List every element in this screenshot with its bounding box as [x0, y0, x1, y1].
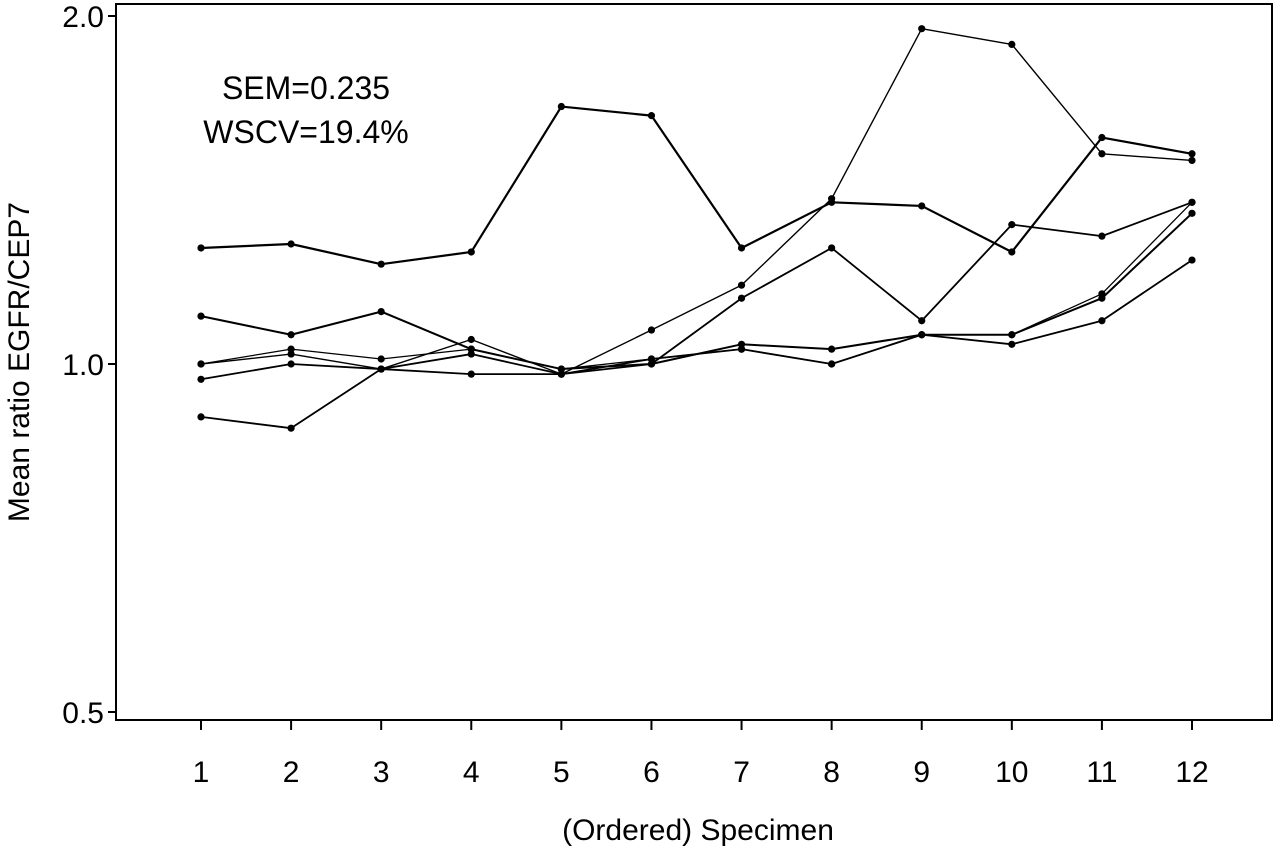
series-5 [197, 198, 1196, 383]
data-point [1008, 248, 1016, 256]
series-1 [197, 102, 1196, 268]
data-point [737, 294, 746, 302]
data-point [377, 355, 385, 363]
data-point [287, 424, 295, 432]
plot-frame [115, 3, 1273, 721]
data-point [918, 317, 926, 325]
data-point [287, 345, 295, 353]
x-tick-label: 11 [1086, 756, 1117, 789]
data-point [377, 308, 385, 316]
data-point [647, 112, 656, 120]
data-point [918, 25, 926, 33]
series-line [200, 201, 1193, 381]
data-point [287, 360, 295, 368]
data-point [557, 370, 565, 378]
y-tick-label: 1.0 [62, 349, 104, 382]
series-6 [197, 198, 1196, 373]
data-point [197, 312, 205, 320]
data-point [557, 365, 565, 373]
x-tick-label: 12 [1175, 756, 1208, 789]
data-point [737, 281, 746, 289]
annotation-wscv: WSCV=19.4% [203, 114, 408, 150]
series-layer [197, 25, 1196, 432]
data-point [1098, 150, 1106, 158]
data-point [1188, 198, 1196, 206]
x-tick-label: 6 [643, 756, 660, 789]
x-tick-label: 7 [733, 756, 750, 789]
data-point [828, 345, 836, 353]
data-point [197, 375, 205, 383]
data-point [1008, 331, 1016, 339]
series-line [200, 201, 1193, 370]
x-tick-label: 2 [283, 756, 300, 789]
data-point [737, 345, 746, 353]
data-point [467, 370, 475, 378]
data-point [1188, 256, 1196, 264]
data-point [828, 195, 836, 203]
data-point [647, 326, 656, 334]
data-point [197, 360, 205, 368]
series-line [200, 28, 1193, 375]
y-axis-label: Mean ratio EGFR/CEP7 [3, 202, 36, 522]
x-tick-label: 10 [995, 756, 1028, 789]
y-tick-label: 2.0 [62, 1, 104, 34]
x-tick-label: 4 [463, 756, 480, 789]
data-point [467, 345, 475, 353]
series-line [200, 105, 1193, 266]
data-point [197, 244, 205, 252]
data-point [828, 244, 836, 252]
data-point [1188, 150, 1196, 158]
data-point [1098, 232, 1106, 240]
data-point [1008, 340, 1016, 348]
data-point [287, 331, 295, 339]
series-4 [197, 256, 1196, 432]
y-axis: 0.5 1.0 2.0 [62, 1, 116, 730]
data-point [377, 365, 385, 373]
data-point [557, 102, 565, 111]
data-point [828, 360, 836, 368]
data-point [918, 202, 926, 210]
annotation-sem: SEM=0.235 [222, 70, 390, 106]
x-axis-label: (Ordered) Specimen [562, 814, 834, 847]
data-point [1098, 133, 1106, 142]
data-point [647, 355, 656, 363]
data-point [197, 413, 205, 421]
x-tick-label: 5 [553, 756, 570, 789]
data-point [1188, 156, 1196, 165]
data-point [1008, 40, 1016, 49]
data-point [467, 335, 475, 344]
data-point [287, 240, 295, 248]
x-tick-label: 9 [913, 756, 930, 789]
data-point [1098, 290, 1106, 298]
data-point [1008, 221, 1016, 229]
data-point [647, 360, 656, 368]
series-line [200, 212, 1193, 371]
x-tick-label: 8 [823, 756, 840, 789]
data-point [1098, 317, 1106, 325]
x-tick-label: 3 [373, 756, 390, 789]
data-point [918, 331, 926, 339]
data-point [377, 260, 385, 268]
series-2 [197, 209, 1196, 373]
series-line [200, 259, 1193, 430]
x-axis: 1 2 3 4 5 6 7 8 9 10 11 12 [193, 720, 1209, 789]
data-point [1188, 209, 1196, 217]
y-tick-label: 0.5 [62, 697, 104, 730]
plot-area [115, 3, 1273, 721]
data-point [467, 248, 475, 256]
x-tick-label: 1 [193, 756, 210, 789]
data-point [737, 244, 746, 252]
